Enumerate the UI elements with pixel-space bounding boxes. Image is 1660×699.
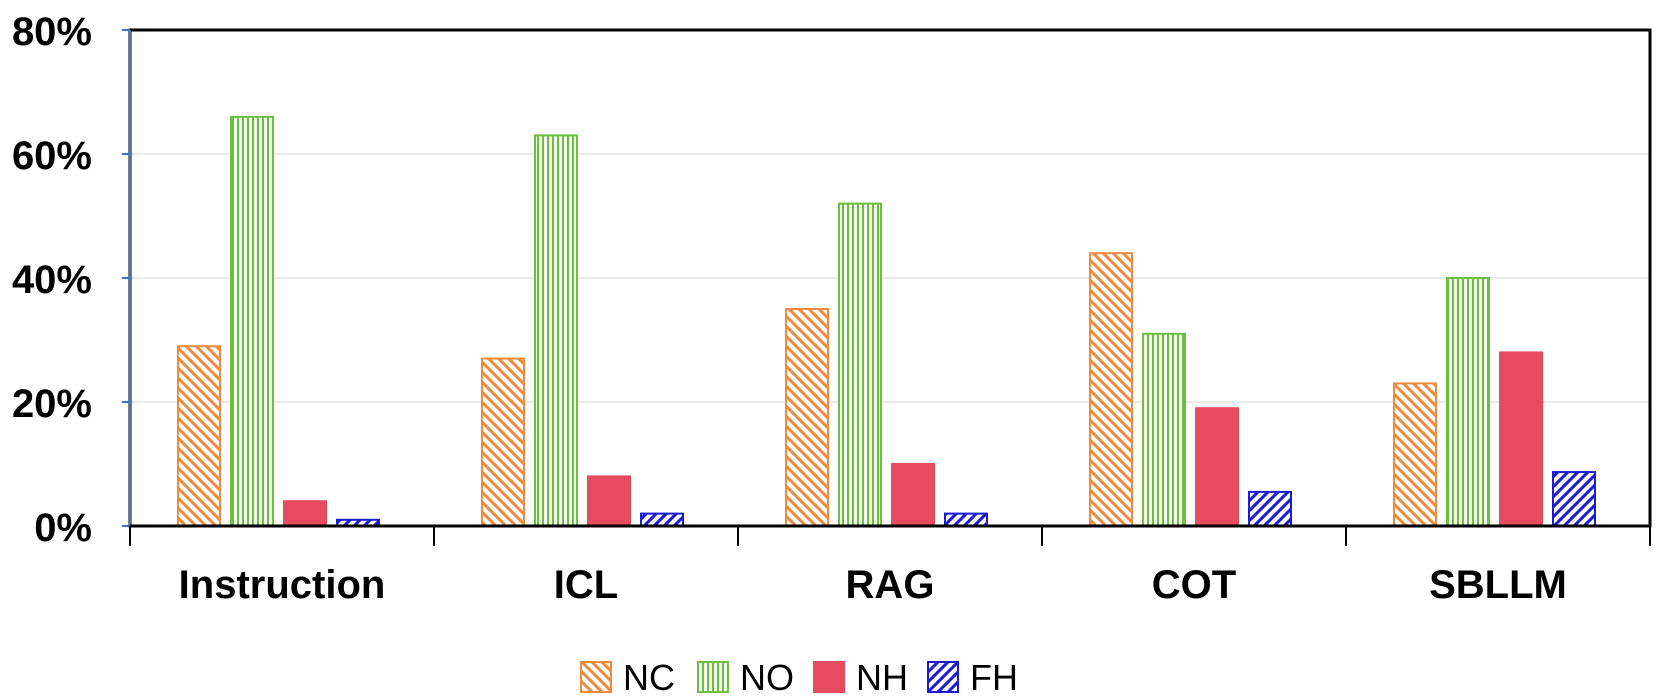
bar-no-instruction bbox=[230, 115, 274, 528]
bar-fh-icl bbox=[640, 512, 684, 527]
legend-label-no: NO bbox=[740, 657, 794, 698]
x-tick-label: COT bbox=[1152, 563, 1236, 607]
legend-swatch-nh bbox=[813, 661, 845, 693]
x-tick-label: RAG bbox=[846, 563, 935, 607]
y-tick-label: 0% bbox=[34, 506, 92, 550]
legend-label-fh: FH bbox=[970, 657, 1018, 698]
y-tick-label: 80% bbox=[12, 10, 92, 54]
bar-nc-sbllm bbox=[1393, 382, 1437, 527]
bar-no-cot bbox=[1142, 332, 1186, 527]
bar-nh-cot bbox=[1195, 407, 1239, 528]
grid-lines bbox=[130, 153, 1650, 403]
bar-fh-rag bbox=[944, 512, 988, 527]
legend-label-nh: NH bbox=[856, 657, 908, 698]
bar-fh-sbllm bbox=[1552, 471, 1596, 527]
y-axis: 0% 20% 40% 60% 80% bbox=[12, 10, 131, 550]
bar-no-rag bbox=[838, 202, 882, 527]
x-tick-label: ICL bbox=[554, 563, 618, 607]
bar-nc-rag bbox=[785, 308, 829, 527]
x-tick-label: SBLLM bbox=[1429, 563, 1567, 607]
x-axis: Instruction ICL RAG COT SBLLM bbox=[129, 524, 1651, 607]
y-tick-label: 20% bbox=[12, 382, 92, 426]
bar-fh-cot bbox=[1248, 490, 1292, 527]
bar-no-sbllm bbox=[1446, 277, 1490, 527]
bar-no-icl bbox=[534, 134, 578, 527]
legend-swatch-fh bbox=[927, 661, 959, 693]
bar-nc-instruction bbox=[177, 345, 221, 528]
bar-nc-cot bbox=[1089, 252, 1133, 527]
bar-nh-rag bbox=[891, 463, 935, 527]
bar-nh-instruction bbox=[283, 500, 327, 528]
x-tick-label: Instruction bbox=[179, 563, 386, 607]
y-tick-label: 60% bbox=[12, 134, 92, 178]
legend: NC NO NH FH bbox=[580, 657, 1018, 698]
bar-nc-icl bbox=[481, 357, 525, 527]
bar-nh-sbllm bbox=[1499, 351, 1543, 527]
bar-nh-icl bbox=[587, 475, 631, 527]
bars bbox=[177, 115, 1596, 528]
y-tick-label: 40% bbox=[12, 258, 92, 302]
legend-swatch-no bbox=[697, 661, 729, 693]
legend-label-nc: NC bbox=[623, 657, 675, 698]
legend-swatch-nc bbox=[580, 661, 612, 693]
